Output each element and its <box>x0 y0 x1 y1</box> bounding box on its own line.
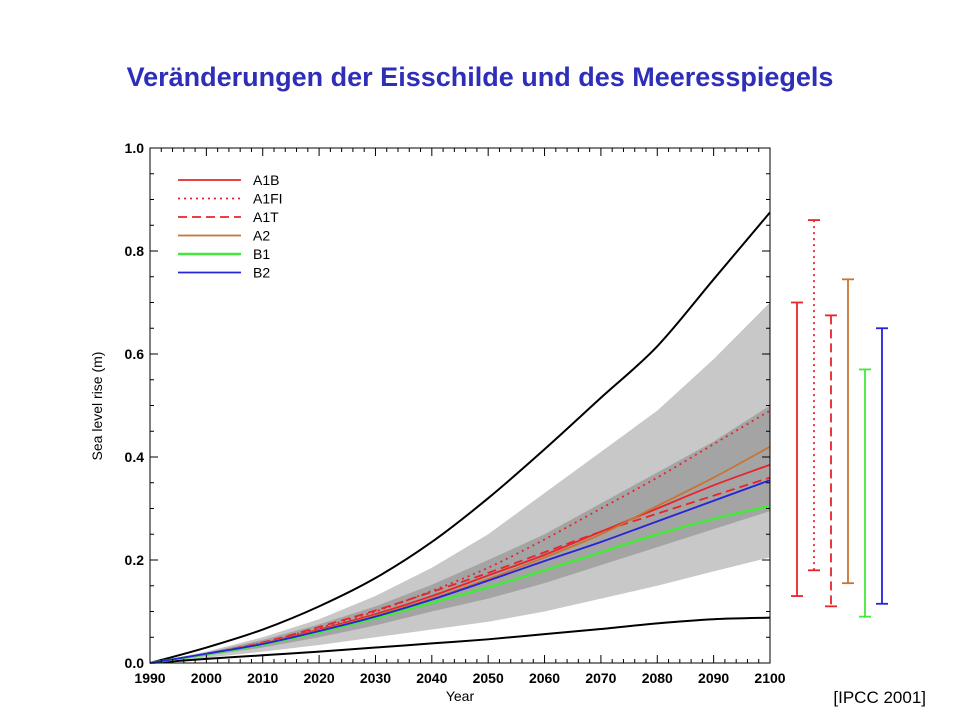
y-tick-label: 0.4 <box>125 449 145 465</box>
y-tick-label: 0.2 <box>125 552 145 568</box>
x-tick-label: 2070 <box>585 670 616 686</box>
x-tick-label: 2000 <box>191 670 222 686</box>
x-tick-label: 1990 <box>134 670 165 686</box>
inner-uncertainty-band <box>150 405 770 663</box>
x-tick-label: 2090 <box>698 670 729 686</box>
y-axis-label: Sea level rise (m) <box>89 352 105 461</box>
legend-label-b2: B2 <box>253 265 270 281</box>
envelope-lower-line <box>149 616 771 664</box>
x-tick-label: 2020 <box>304 670 335 686</box>
range-bars <box>791 219 888 618</box>
legend-label-a1t: A1T <box>253 209 279 225</box>
x-tick-label: 2040 <box>416 670 447 686</box>
uncertainty-bands <box>150 302 770 663</box>
slide-title: Veränderungen der Eisschilde und des Mee… <box>126 62 834 92</box>
y-tick-label: 0.0 <box>125 655 145 671</box>
x-tick-label: 2050 <box>473 670 504 686</box>
x-tick-label: 2100 <box>754 670 785 686</box>
x-tick-label: 2010 <box>247 670 278 686</box>
y-tick-label: 0.8 <box>125 243 145 259</box>
legend-label-a2: A2 <box>253 228 270 244</box>
envelope-upper-line <box>149 211 771 664</box>
series-line-b2 <box>149 479 771 664</box>
x-axis-label: Year <box>446 688 475 704</box>
legend-label-a1fi: A1FI <box>253 191 283 207</box>
source-note: [IPCC 2001] <box>833 688 926 707</box>
x-tick-label: 2030 <box>360 670 391 686</box>
legend-label-b1: B1 <box>253 246 270 262</box>
y-tick-label: 0.6 <box>125 346 145 362</box>
x-tick-label: 2060 <box>529 670 560 686</box>
scenario-lines <box>149 211 771 665</box>
outer-uncertainty-band <box>150 302 770 663</box>
legend-label-a1b: A1B <box>253 172 279 188</box>
axis-ticks: 1990 2000 2010 2020 2030 2040 2050 2060 2070 2080… <box>125 140 786 686</box>
y-tick-label: 1.0 <box>125 140 145 156</box>
x-tick-label: 2080 <box>642 670 673 686</box>
legend: A1B A1FI A1T A2 B1 B2 <box>178 172 283 281</box>
series-line-a1t <box>149 476 771 664</box>
